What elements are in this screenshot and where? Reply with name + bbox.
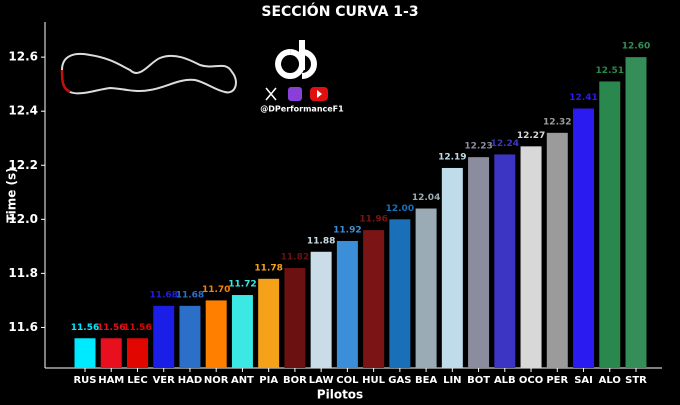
value-label: 11.56 (71, 323, 99, 333)
value-label: 12.51 (596, 66, 624, 76)
bar (179, 305, 201, 368)
y-tick-label: 12.2 (8, 158, 38, 172)
bar (494, 154, 516, 368)
bar (126, 338, 148, 368)
x-tick-label: PIA (259, 375, 278, 386)
x-tick-label: OCO (519, 375, 543, 386)
value-label: 11.96 (359, 215, 387, 225)
x-axis-label: Pilotos (317, 388, 363, 402)
x-tick-label: COL (336, 375, 359, 386)
x-tick-label: BOT (467, 375, 490, 386)
bar (415, 208, 437, 368)
bar (546, 132, 568, 368)
x-tick-label: LIN (443, 375, 461, 386)
x-tick-label: HAM (98, 375, 124, 386)
track-map (60, 52, 237, 95)
bar (336, 240, 358, 368)
bar (231, 295, 253, 368)
value-label: 11.56 (97, 323, 125, 333)
x-tick-label: GAS (388, 375, 411, 386)
track-section (60, 69, 71, 94)
x-tick-label: SAI (574, 375, 593, 386)
bar (258, 278, 280, 368)
bar (599, 81, 621, 368)
value-label: 11.72 (228, 280, 256, 290)
bar (389, 219, 411, 368)
x-tick-label: HAD (178, 375, 202, 386)
value-label: 12.00 (386, 204, 414, 214)
x-tick-label: ANT (231, 375, 254, 386)
x-tick-label: LEC (127, 375, 148, 386)
value-label: 12.32 (543, 117, 571, 127)
chart-title: SECCIÓN CURVA 1-3 (261, 2, 418, 20)
x-tick-label: BOR (283, 375, 307, 386)
bar (441, 167, 463, 368)
x-tick-label: ALO (599, 375, 621, 386)
y-tick-label: 11.6 (8, 320, 38, 334)
value-label: 11.68 (149, 290, 177, 300)
x-tick-label: LAW (309, 375, 334, 386)
value-label: 12.24 (491, 139, 519, 149)
x-tick-label: BEA (415, 375, 437, 386)
value-label: 12.41 (569, 93, 597, 103)
value-label: 11.56 (123, 323, 151, 333)
y-axis-label: Time (s) (5, 167, 19, 222)
y-tick-label: 12.4 (8, 104, 38, 118)
bar (520, 146, 542, 368)
logo (265, 40, 328, 101)
value-label: 12.60 (622, 42, 650, 52)
bar (310, 251, 332, 368)
value-label: 11.70 (202, 285, 230, 295)
value-label: 12.19 (438, 152, 466, 162)
bar (468, 157, 490, 368)
x-tick-label: HUL (362, 375, 385, 386)
y-tick-label: 12.6 (8, 50, 38, 64)
bar (74, 338, 96, 368)
bar (100, 338, 122, 368)
y-tick-label: 11.8 (8, 266, 38, 280)
value-label: 11.92 (333, 225, 361, 235)
brand-handle: @DPerformanceF1 (260, 105, 344, 114)
bar (363, 230, 385, 368)
x-tick-label: VER (153, 375, 176, 386)
y-tick-label: 12.0 (8, 212, 38, 226)
value-label: 11.82 (281, 252, 309, 262)
bar (573, 108, 595, 368)
value-label: 11.78 (254, 263, 282, 273)
x-tick-label: ALB (494, 375, 516, 386)
bar (284, 267, 306, 368)
value-label: 11.88 (307, 236, 335, 246)
value-label: 12.23 (464, 142, 492, 152)
bar (205, 300, 227, 368)
value-label: 11.68 (176, 290, 204, 300)
x-tick-label: NOR (204, 375, 229, 386)
bar (625, 57, 647, 368)
x-tick-label: PER (546, 375, 568, 386)
bar (153, 305, 175, 368)
x-tick-label: STR (625, 375, 647, 386)
value-label: 12.04 (412, 193, 440, 203)
value-label: 12.27 (517, 131, 545, 141)
x-tick-label: RUS (73, 375, 96, 386)
